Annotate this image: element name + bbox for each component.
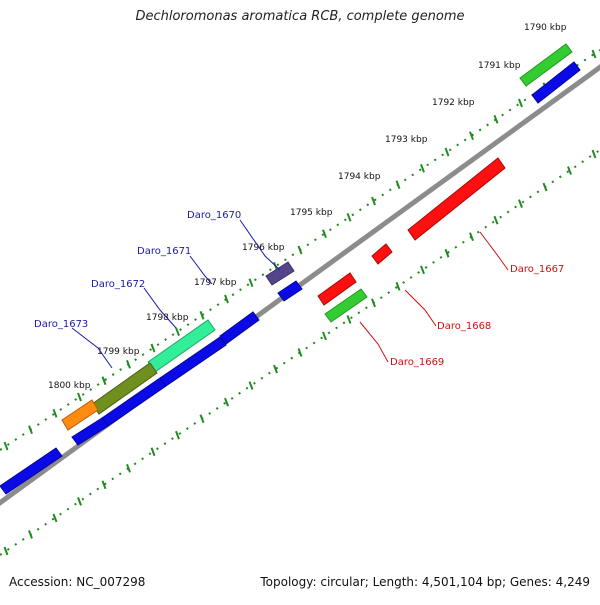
outer-major-tick — [248, 278, 254, 288]
outer-major-tick — [52, 408, 58, 418]
outer-major-tick — [469, 131, 474, 141]
outer-major-tick — [101, 376, 107, 386]
inner-major-tick — [346, 315, 352, 324]
inner-major-tick — [297, 348, 303, 357]
inner-major-tick — [371, 298, 376, 308]
inner-major-tick — [567, 166, 572, 175]
inner-major-tick — [175, 430, 180, 440]
inner-major-tick — [52, 513, 58, 523]
outer-major-tick — [150, 343, 156, 353]
gene-label-daro-1672[interactable]: Daro_1672 — [91, 279, 145, 290]
major-ticks — [3, 49, 597, 556]
scale-label-1799: 1799 kbp — [97, 347, 140, 357]
scale-label-1800: 1800 kbp — [48, 381, 91, 391]
scale-label-1794: 1794 kbp — [338, 172, 381, 182]
outer-major-tick — [444, 147, 450, 157]
gene-bar-red-daro-1667[interactable] — [407, 157, 506, 241]
outer-major-tick — [493, 114, 499, 124]
inner-major-tick — [420, 265, 425, 275]
gene-label-daro-1670[interactable]: Daro_1670 — [187, 210, 241, 221]
outer-major-tick — [199, 310, 205, 320]
inner-major-tick — [28, 530, 33, 539]
leader-daro-1669 — [359, 321, 389, 363]
outer-major-tick — [420, 163, 425, 173]
outer-major-tick — [346, 212, 352, 222]
genome-summary-text: Topology: circular; Length: 4,501,104 bp… — [260, 575, 590, 589]
inner-major-tick — [126, 463, 131, 473]
scale-label-1790: 1790 kbp — [524, 23, 567, 33]
outer-major-tick — [591, 49, 597, 59]
inner-major-tick — [322, 331, 327, 341]
scale-label-1793: 1793 kbp — [385, 135, 428, 145]
inner-major-tick — [248, 381, 254, 390]
inner-major-tick — [77, 497, 82, 506]
leader-daro-1672 — [143, 287, 177, 329]
outer-major-tick — [126, 359, 131, 369]
gene-bar-red-1795[interactable] — [371, 243, 393, 265]
inner-major-tick — [199, 414, 205, 424]
leader-daro-1671 — [189, 255, 213, 285]
label-leaders — [71, 219, 509, 369]
gene-bar-blue-1796[interactable] — [277, 280, 303, 302]
inner-major-tick — [224, 397, 229, 407]
outer-major-tick — [28, 425, 33, 435]
accession-text: Accession: NC_007298 — [9, 575, 146, 589]
genome-backbone — [0, 64, 600, 506]
gene-bar-green-daro-1669[interactable] — [324, 288, 368, 323]
scale-label-1792: 1792 kbp — [432, 98, 475, 108]
gene-bar-orange-daro-1673[interactable] — [61, 399, 99, 431]
inner-major-tick — [101, 480, 107, 490]
gene-label-daro-1673[interactable]: Daro_1673 — [34, 319, 88, 330]
gene-bar-green-1790[interactable] — [519, 43, 573, 87]
gene-bar-blue-1801[interactable] — [0, 447, 63, 495]
gene-bar-blue-1800[interactable] — [71, 417, 109, 446]
inner-major-tick — [273, 364, 278, 374]
leader-daro-1673 — [71, 327, 113, 369]
leader-daro-1670 — [239, 219, 281, 271]
outer-major-tick — [518, 98, 523, 108]
inner-major-tick — [518, 199, 523, 208]
inner-major-tick — [542, 182, 548, 192]
inner-major-tick — [3, 546, 9, 556]
outer-major-tick — [297, 245, 303, 255]
outer-major-tick — [3, 441, 9, 451]
outer-major-tick — [395, 180, 401, 190]
gene-bar-blue-1790[interactable] — [531, 61, 581, 104]
gene-bar-red-daro-1668[interactable] — [317, 272, 357, 306]
reverse-strand-genes — [317, 157, 506, 323]
inner-major-tick — [150, 447, 156, 457]
inner-major-tick — [444, 248, 450, 258]
forward-strand-genes — [0, 43, 581, 495]
inner-major-tick — [493, 215, 499, 225]
leader-daro-1668 — [404, 289, 437, 327]
gene-bar-purple-daro-1670[interactable] — [265, 261, 295, 286]
scale-label-1797: 1797 kbp — [194, 278, 237, 288]
outer-major-tick — [371, 196, 376, 206]
outer-major-tick — [224, 294, 229, 304]
gene-label-daro-1667[interactable]: Daro_1667 — [510, 264, 564, 275]
scale-label-1791: 1791 kbp — [478, 61, 521, 71]
inner-major-tick — [395, 281, 401, 291]
gene-label-daro-1668[interactable]: Daro_1668 — [437, 321, 491, 332]
outer-major-tick — [175, 327, 180, 337]
inner-major-tick — [591, 149, 597, 159]
scale-label-1795: 1795 kbp — [290, 208, 333, 218]
gene-bar-blue-1797[interactable] — [219, 311, 260, 345]
outer-major-tick — [77, 392, 82, 402]
map-title: Dechloromonas aromatica RCB, complete ge… — [135, 9, 465, 24]
scale-label-1796: 1796 kbp — [242, 243, 285, 253]
gene-label-daro-1671[interactable]: Daro_1671 — [137, 246, 191, 257]
inner-major-tick — [469, 232, 474, 242]
gene-label-daro-1669[interactable]: Daro_1669 — [390, 357, 444, 368]
outer-major-tick — [322, 229, 327, 239]
leader-daro-1667 — [479, 231, 509, 271]
